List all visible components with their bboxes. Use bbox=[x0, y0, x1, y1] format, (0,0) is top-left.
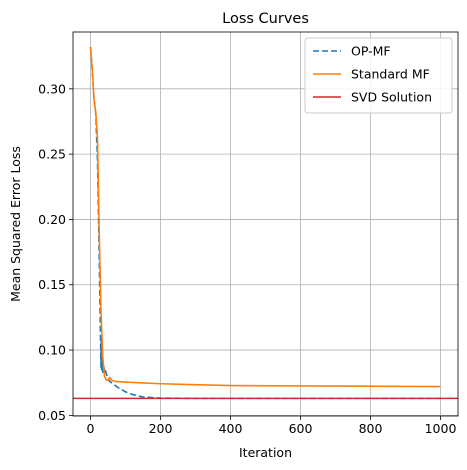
y-tick-label: 0.15 bbox=[38, 277, 66, 292]
y-tick-label: 0.05 bbox=[38, 408, 66, 423]
y-tick-label: 0.25 bbox=[38, 147, 66, 162]
x-tick-label: 200 bbox=[149, 421, 173, 436]
x-axis-label: Iteration bbox=[239, 445, 292, 460]
legend: OP-MF Standard MF SVD Solution bbox=[304, 37, 453, 114]
x-tick-label: 0 bbox=[87, 421, 95, 436]
x-tick-label: 800 bbox=[359, 421, 383, 436]
series-standard-mf-line bbox=[89, 46, 441, 388]
axes-frame bbox=[72, 31, 459, 417]
y-tick-label: 0.30 bbox=[38, 81, 66, 96]
legend-label-svd-solution: SVD Solution bbox=[351, 90, 432, 105]
plot-area bbox=[73, 46, 458, 400]
legend-label-standard-mf: Standard MF bbox=[351, 67, 430, 82]
x-tick-label: 600 bbox=[289, 421, 313, 436]
legend-label-op-mf: OP-MF bbox=[351, 44, 391, 59]
chart-title: Loss Curves bbox=[222, 11, 309, 27]
x-tick-label: 400 bbox=[219, 421, 243, 436]
legend-box bbox=[304, 37, 453, 114]
y-axis-label: Mean Squared Error Loss bbox=[8, 146, 23, 302]
axis-ticks: 0 200 400 600 800 1000 0.05 0.10 0.15 0.20 0.25 0.3… bbox=[38, 81, 456, 436]
y-tick-label: 0.20 bbox=[38, 212, 66, 227]
x-tick-label: 1000 bbox=[425, 421, 457, 436]
y-tick-label: 0.10 bbox=[38, 343, 66, 358]
grid-lines bbox=[73, 32, 458, 416]
